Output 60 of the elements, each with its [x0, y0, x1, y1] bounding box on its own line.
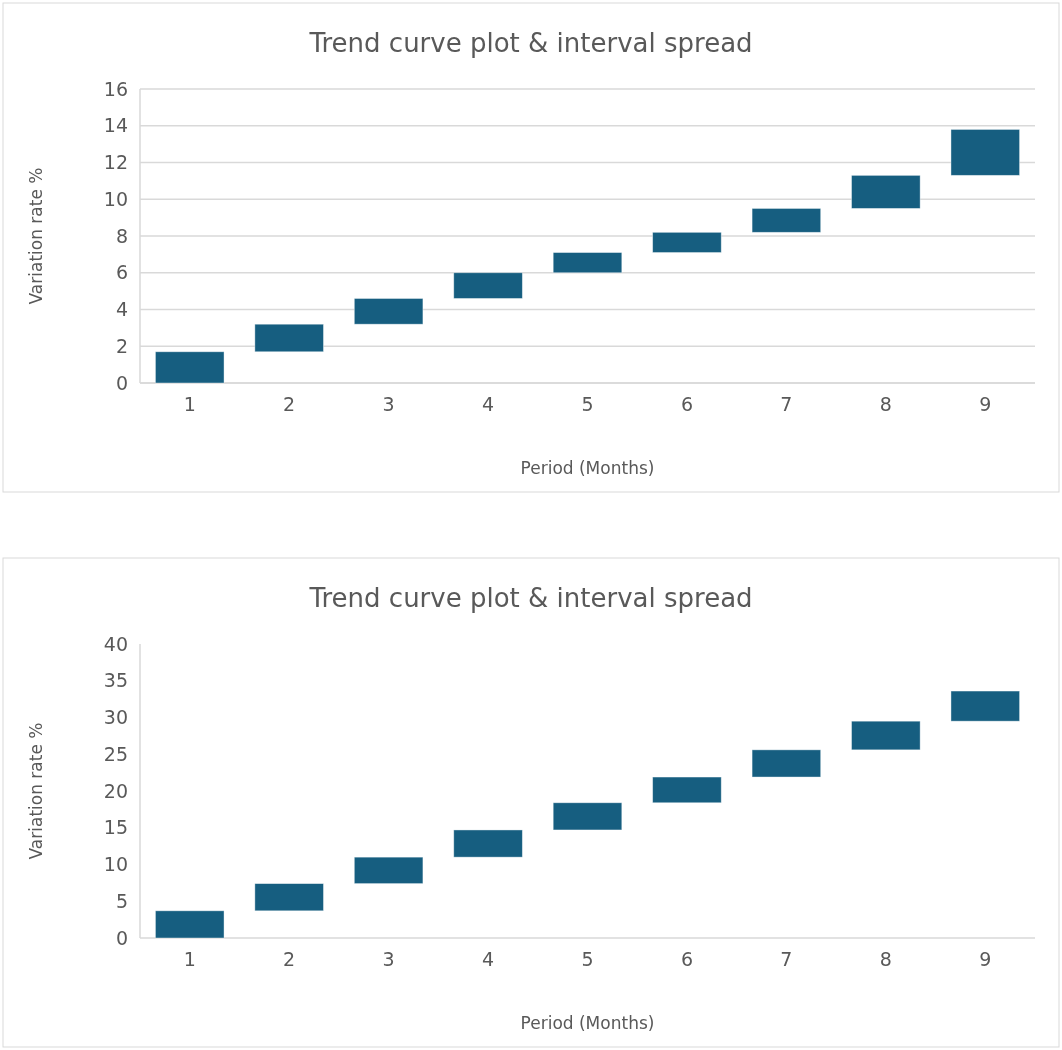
x-tick-label: 8: [879, 948, 892, 970]
bar: [254, 323, 324, 353]
bar: [751, 749, 822, 778]
x-tick-label: 9: [979, 393, 992, 415]
y-tick-label: 14: [103, 114, 128, 137]
x-tick-label: 2: [283, 948, 296, 970]
x-tick-label: 6: [680, 948, 693, 970]
y-tick-label: 12: [103, 151, 128, 174]
x-tick-label: 6: [680, 393, 693, 415]
y-axis-title: Variation rate %: [26, 167, 46, 305]
y-tick-label: 4: [115, 298, 128, 321]
x-tick-label: 1: [183, 393, 196, 415]
x-axis-title: Period (Months): [520, 458, 655, 478]
bar: [353, 856, 424, 885]
bar: [353, 298, 424, 325]
y-tick-label: 30: [103, 706, 128, 729]
bar: [254, 883, 324, 912]
bar: [552, 802, 623, 831]
x-tick-label: 4: [482, 393, 495, 415]
x-tick-label: 2: [283, 393, 296, 415]
y-tick-label: 15: [103, 816, 128, 839]
bar: [751, 208, 822, 233]
bar: [155, 910, 225, 939]
y-tick-label: 20: [103, 779, 128, 802]
x-tick-label: 3: [382, 393, 395, 415]
y-tick-label: 10: [103, 853, 128, 876]
x-tick-label: 1: [183, 948, 196, 970]
y-tick-label: 8: [115, 224, 128, 247]
y-tick-label: 0: [115, 371, 128, 394]
y-tick-label: 25: [103, 742, 128, 765]
x-tick-label: 4: [482, 948, 495, 970]
x-tick-label: 8: [879, 393, 892, 415]
x-axis-title: Period (Months): [520, 1013, 655, 1033]
x-tick-label: 5: [581, 948, 594, 970]
y-tick-label: 40: [103, 632, 128, 655]
y-tick-label: 10: [103, 187, 128, 210]
y-axis-title: Variation rate %: [26, 722, 46, 860]
chart-title: Trend curve plot & interval spread: [308, 583, 753, 613]
y-tick-label: 2: [115, 334, 128, 357]
x-tick-label: 7: [780, 948, 793, 970]
x-tick-label: 7: [780, 393, 793, 415]
bar: [453, 272, 523, 299]
x-tick-label: 5: [581, 393, 594, 415]
bar: [652, 231, 722, 253]
bar: [552, 252, 623, 274]
bar: [453, 829, 523, 858]
y-tick-label: 5: [115, 889, 128, 912]
y-tick-label: 6: [115, 261, 128, 284]
bar: [652, 776, 722, 804]
bar: [950, 129, 1020, 176]
bar: [851, 174, 921, 209]
chart-title: Trend curve plot & interval spread: [308, 28, 753, 58]
bar: [950, 690, 1020, 722]
bar: [851, 720, 921, 751]
bar: [155, 351, 225, 384]
x-tick-label: 3: [382, 948, 395, 970]
y-tick-label: 0: [115, 926, 128, 949]
x-tick-label: 9: [979, 948, 992, 970]
y-tick-label: 16: [103, 77, 128, 100]
y-tick-label: 35: [103, 669, 128, 692]
